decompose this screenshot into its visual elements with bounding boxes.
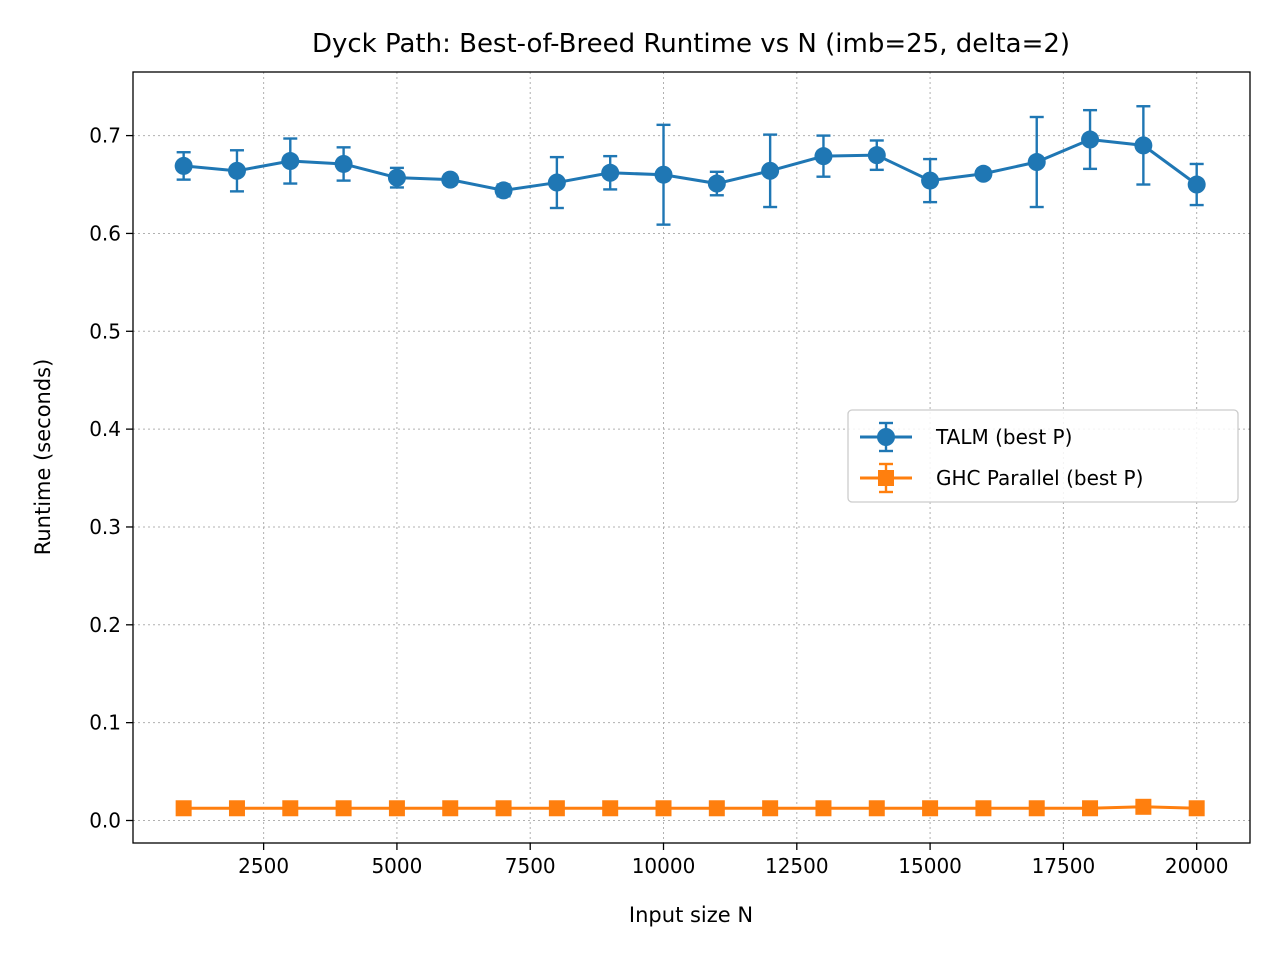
data-point bbox=[867, 146, 886, 165]
data-point bbox=[975, 800, 992, 817]
x-tick-label: 12500 bbox=[765, 854, 829, 878]
x-tick-label: 20000 bbox=[1165, 854, 1229, 878]
data-point bbox=[1027, 153, 1046, 172]
legend-marker bbox=[878, 470, 894, 486]
legend: TALM (best P) GHC Parallel (best P) bbox=[847, 409, 1239, 503]
legend-label: TALM (best P) bbox=[935, 425, 1072, 449]
x-tick-label: 5000 bbox=[371, 854, 422, 878]
series-line bbox=[183, 137, 1198, 192]
y-tick-label: 0.5 bbox=[89, 319, 121, 343]
y-tick-label: 0.3 bbox=[89, 515, 121, 539]
data-point bbox=[1134, 136, 1153, 155]
data-point bbox=[228, 800, 245, 817]
y-tick-label: 0.7 bbox=[89, 124, 121, 148]
legend-entry-talm: TALM (best P) bbox=[860, 421, 1072, 453]
data-point bbox=[707, 174, 726, 193]
data-point bbox=[868, 800, 885, 817]
data-point bbox=[282, 800, 299, 817]
x-tick-label: 10000 bbox=[632, 854, 696, 878]
data-point bbox=[441, 170, 460, 189]
data-point bbox=[334, 154, 353, 173]
data-point bbox=[815, 800, 832, 817]
data-point bbox=[495, 800, 512, 817]
data-point bbox=[922, 800, 939, 817]
data-point bbox=[227, 161, 246, 180]
legend-box bbox=[847, 409, 1239, 503]
x-tick-label: 2500 bbox=[238, 854, 289, 878]
data-point bbox=[1188, 800, 1205, 817]
x-tick-label: 15000 bbox=[898, 854, 962, 878]
data-point bbox=[1187, 175, 1206, 194]
data-point bbox=[547, 173, 566, 192]
legend-entry-ghc-parallel: GHC Parallel (best P) bbox=[860, 462, 1143, 494]
data-point bbox=[921, 171, 940, 190]
data-point bbox=[601, 163, 620, 182]
ticks: 2500 5000 7500 10000 12500 15000 17500 20000 0.0… bbox=[89, 124, 1228, 878]
data-point bbox=[335, 800, 352, 817]
data-point bbox=[974, 164, 993, 183]
data-point bbox=[1135, 798, 1152, 815]
y-tick-label: 0.6 bbox=[89, 221, 121, 245]
data-point bbox=[602, 800, 619, 817]
x-tick-label: 17500 bbox=[1032, 854, 1096, 878]
data-point bbox=[1028, 800, 1045, 817]
data-point bbox=[761, 161, 780, 180]
data-point bbox=[387, 168, 406, 187]
y-axis-label: Runtime (seconds) bbox=[31, 359, 55, 556]
data-point bbox=[548, 800, 565, 817]
plot-frame bbox=[132, 71, 1251, 844]
data-point bbox=[281, 152, 300, 171]
data-point bbox=[388, 800, 405, 817]
series-line bbox=[183, 805, 1197, 810]
y-tick-label: 0.1 bbox=[89, 711, 121, 735]
series-layer bbox=[174, 105, 1206, 817]
data-point bbox=[175, 800, 192, 817]
data-point bbox=[708, 800, 725, 817]
legend-label: GHC Parallel (best P) bbox=[936, 466, 1143, 490]
series-talm bbox=[174, 105, 1206, 226]
data-point bbox=[1081, 130, 1100, 149]
data-point bbox=[442, 800, 459, 817]
data-point bbox=[655, 800, 672, 817]
data-point bbox=[494, 181, 513, 200]
chart-title: Dyck Path: Best-of-Breed Runtime vs N (i… bbox=[312, 29, 1070, 59]
data-point bbox=[1082, 800, 1099, 817]
y-tick-label: 0.0 bbox=[89, 808, 121, 832]
data-point bbox=[654, 165, 673, 184]
y-tick-label: 0.4 bbox=[89, 417, 121, 441]
data-point bbox=[814, 147, 833, 166]
x-tick-label: 7500 bbox=[505, 854, 556, 878]
data-point bbox=[174, 156, 193, 175]
legend-marker bbox=[877, 428, 895, 446]
y-tick-label: 0.2 bbox=[89, 613, 121, 637]
data-point bbox=[762, 800, 779, 817]
series-ghc-parallel bbox=[175, 798, 1205, 817]
x-axis-label: Input size N bbox=[629, 903, 753, 927]
